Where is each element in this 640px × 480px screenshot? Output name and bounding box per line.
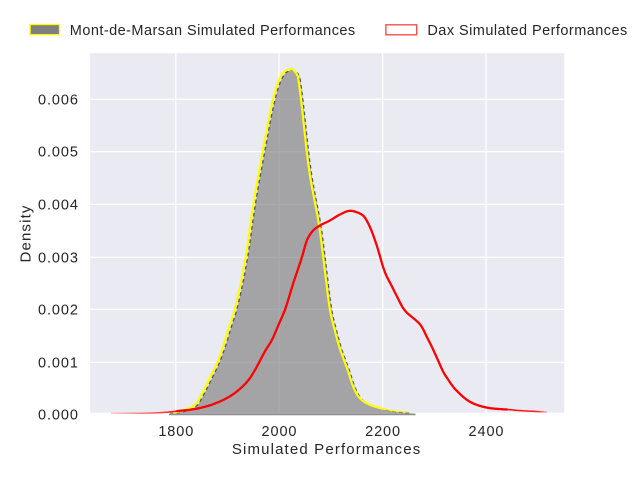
svg-text:Simulated Performances: Simulated Performances [232,441,422,458]
svg-text:1800: 1800 [158,424,194,440]
svg-text:0.001: 0.001 [38,356,79,372]
svg-text:0.005: 0.005 [38,145,79,161]
svg-text:Mont-de-Marsan Simulated Perfo: Mont-de-Marsan Simulated Performances [70,23,356,39]
svg-text:0.002: 0.002 [38,303,79,319]
svg-text:Dax Simulated Performances: Dax Simulated Performances [427,23,627,39]
svg-text:2400: 2400 [469,424,505,440]
svg-text:2200: 2200 [365,424,401,440]
svg-text:0.004: 0.004 [38,198,79,214]
svg-text:0.003: 0.003 [38,251,79,267]
svg-text:0.000: 0.000 [38,408,79,424]
svg-text:2000: 2000 [262,424,298,440]
svg-text:Density: Density [18,204,35,262]
svg-text:0.006: 0.006 [38,93,79,109]
